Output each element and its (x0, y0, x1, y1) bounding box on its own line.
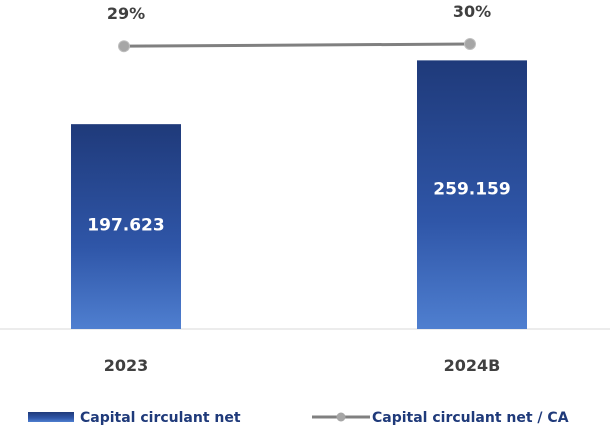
legend-bar-swatch (28, 412, 74, 422)
line-point-2023 (118, 40, 130, 53)
line-series-path (123, 42, 471, 48)
legend-line-marker (336, 412, 346, 422)
x-tick-label-2023: 2023 (104, 356, 149, 375)
bar-2023 (71, 124, 181, 330)
legend-line-label: Capital circulant net / CA (372, 410, 569, 426)
legend: Capital circulant net Capital circulant n… (28, 410, 569, 426)
bar-value-label-2023: 197.623 (87, 216, 164, 236)
bar-2024B (417, 60, 527, 330)
line-value-label-2024B: 30% (453, 2, 491, 21)
x-tick-label-2024B: 2024B (444, 356, 501, 375)
legend-bar-label: Capital circulant net (80, 410, 241, 426)
line-value-label-2023: 29% (107, 4, 145, 23)
line-point-2024B (464, 38, 476, 50)
bar-value-label-2024B: 259.159 (433, 180, 510, 200)
